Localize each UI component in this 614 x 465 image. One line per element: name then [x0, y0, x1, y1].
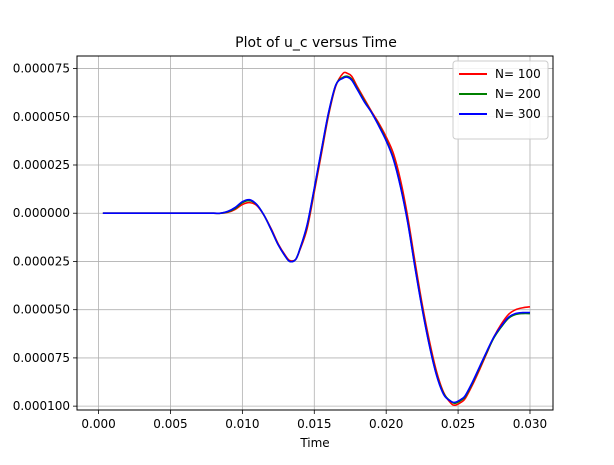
y-tick-label: 0.000075	[13, 62, 70, 76]
plot-frame	[76, 55, 554, 411]
y-tick-label: 0.000050	[13, 110, 70, 124]
x-axis-label: Time	[299, 436, 329, 450]
x-tick-label: 0.015	[297, 417, 331, 431]
legend-box	[452, 60, 549, 140]
chart-title: Plot of u_c versus Time	[235, 35, 397, 51]
series-line-n-300	[102, 76, 530, 404]
legend-label-n-200: N= 200	[495, 87, 541, 101]
legend-label-n-100: N= 100	[495, 67, 541, 81]
x-tick-label: 0.030	[513, 417, 547, 431]
axis-ticks: 0.000 0.005 0.010 0.015 0.020 0.025 0.030 0.000…	[13, 62, 547, 431]
y-tick-label: 0.000000	[13, 206, 70, 220]
x-tick-label: 0.010	[225, 417, 259, 431]
y-tick-label: 0.000025	[13, 254, 70, 268]
y-tick-label: 0.000050	[13, 303, 70, 317]
y-tick-label: 0.000100	[13, 399, 70, 413]
series-line-n-100	[102, 71, 531, 407]
x-tick-label: 0.005	[153, 417, 187, 431]
x-tick-label: 0.020	[369, 417, 403, 431]
y-tick-label: 0.000025	[13, 158, 70, 172]
x-tick-label: 0.025	[441, 417, 475, 431]
series-lines	[102, 71, 531, 407]
y-tick-label: 0.000075	[13, 351, 70, 365]
x-tick-label: 0.000	[81, 417, 115, 431]
legend: N= 100 N= 200 N= 300	[452, 60, 549, 140]
legend-label-n-300: N= 300	[495, 107, 541, 121]
